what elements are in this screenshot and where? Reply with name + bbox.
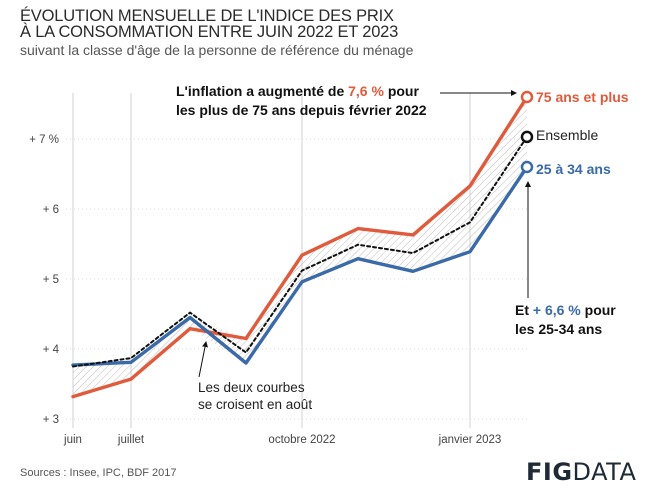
x-tick-label: juin: [63, 434, 82, 446]
figdata-logo: FIGDATA: [526, 458, 637, 486]
annotation-bottom-line-1: Et + 6,6 % pour: [515, 302, 616, 318]
sources-note: Sources : Insee, IPC, BDF 2017: [20, 467, 177, 479]
series-line-25-34-ans: [71, 165, 529, 367]
series-label-25-34-ans: 25 à 34 ans: [536, 161, 611, 177]
series-line-75-ans: [71, 95, 529, 399]
x-tick-label: juillet: [117, 434, 145, 446]
y-tick-label: + 7 %: [29, 134, 59, 146]
title-line-2: À LA CONSOMMATION ENTRE JUIN 2022 ET 202…: [20, 23, 399, 41]
end-markers: [520, 90, 534, 174]
y-tick-label: + 6: [43, 204, 59, 216]
end-point-25-34-ans: [520, 160, 534, 174]
annotation-cross-arrow: [198, 341, 208, 378]
series-line-ensemble: [72, 135, 528, 368]
series-label-75-ans: 75 ans et plus: [536, 89, 629, 105]
x-tick-label: octobre 2022: [268, 434, 335, 446]
annotation-top-line-2: les plus de 75 ans depuis février 2022: [176, 102, 427, 118]
annotation-top-line-1: L'inflation a augmenté de 7,6 % pour: [176, 83, 419, 99]
y-tick-label: + 5: [43, 274, 59, 286]
annotation-cross-line-1: Les deux courbes: [198, 380, 305, 395]
annotation-cross-line-2: se croisent en août: [198, 397, 312, 412]
x-tick-label: janvier 2023: [438, 434, 502, 446]
chart-title: ÉVOLUTION MENSUELLE DE L'INDICE DES PRIX…: [20, 7, 399, 41]
series-lines: [71, 95, 529, 399]
y-tick-label: + 3: [43, 414, 59, 426]
gap-area: [73, 97, 527, 397]
series-label-ensemble: Ensemble: [536, 127, 598, 143]
end-point-75-ans: [520, 90, 534, 104]
title-line-1: ÉVOLUTION MENSUELLE DE L'INDICE DES PRIX: [20, 7, 394, 25]
hatched-gap-area: [73, 97, 527, 397]
chart-subtitle: suivant la classe d'âge de la personne d…: [20, 42, 414, 58]
annotation-bottom-line-2: les 25-34 ans: [515, 321, 602, 337]
y-tick-label: + 4: [43, 344, 60, 356]
end-point-ensemble: [520, 130, 534, 144]
